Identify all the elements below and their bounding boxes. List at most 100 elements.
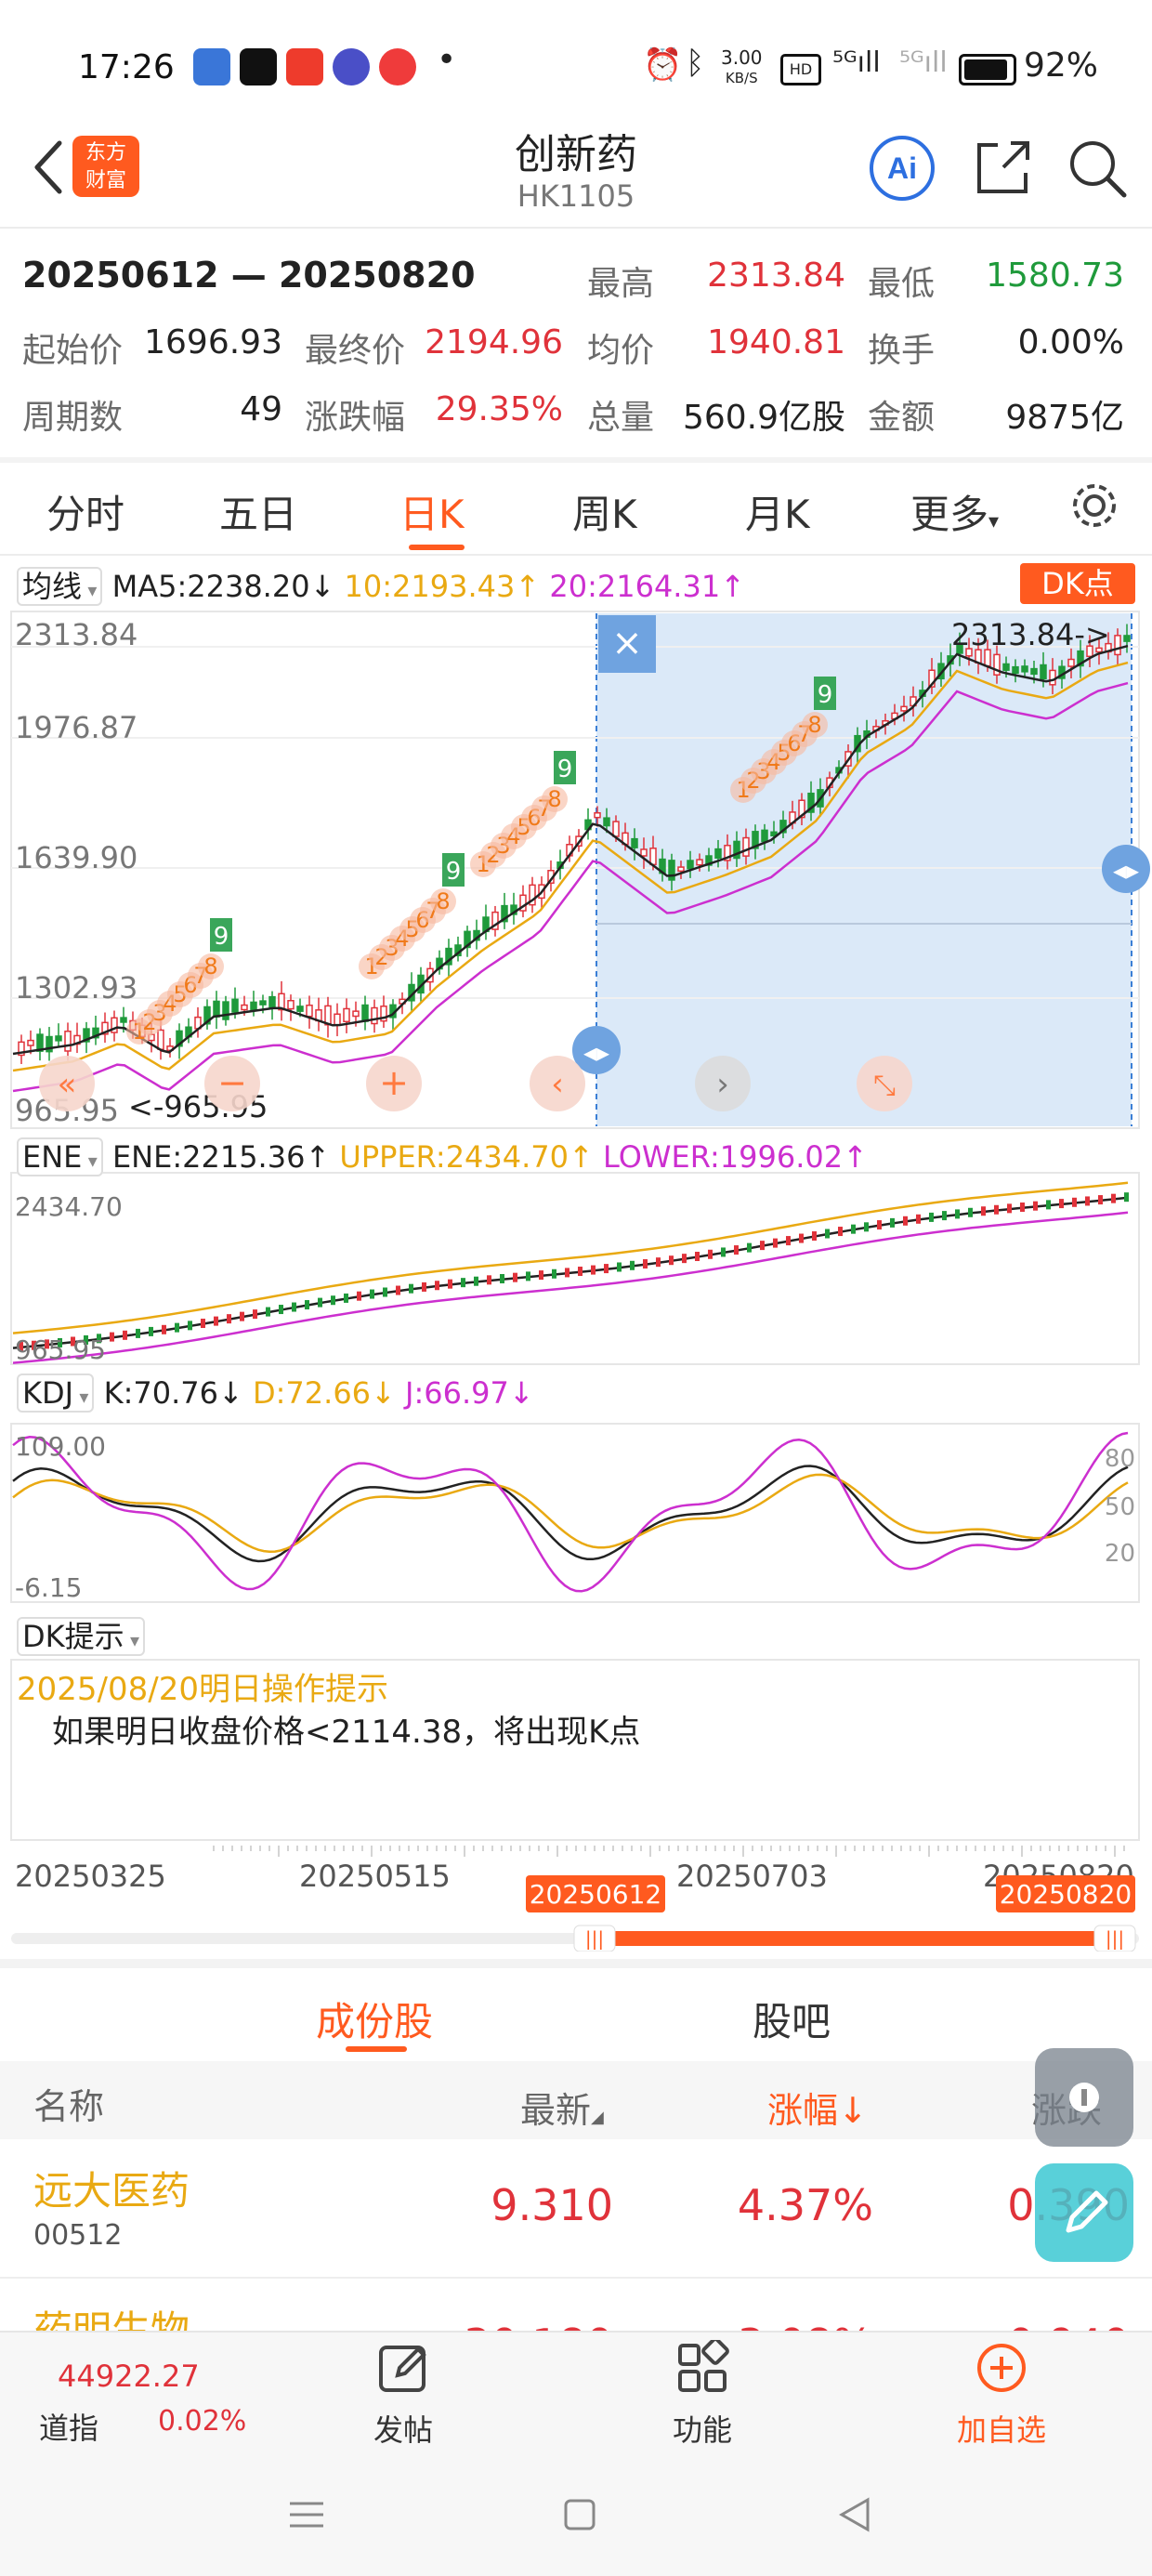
stock-code: 00512 (33, 2219, 123, 2252)
candle-body (361, 1004, 369, 1022)
candle-body (380, 1005, 387, 1022)
index-ticker[interactable]: 44922.27 道指 0.02% (19, 2344, 297, 2446)
ene-selector[interactable]: ENE ▾ (17, 1137, 103, 1176)
table-row[interactable]: 远大医药 00512 9.310 4.37% 0.390 (0, 2139, 1152, 2279)
ene-indicator-bar: ENE ▾ ENE:2215.36↑ UPPER:2434.70↑ LOWER:… (17, 1137, 868, 1176)
tab-more-label: 更多 (910, 492, 989, 537)
ene-lines-group (12, 1181, 1129, 1364)
dk-hint-frame (10, 1659, 1140, 1841)
candle-body (501, 904, 508, 923)
candle-body (752, 831, 759, 849)
search-button[interactable] (1065, 136, 1130, 201)
ene-candle (123, 1330, 127, 1340)
ene-candle (682, 1254, 687, 1264)
ma5-line (12, 644, 1129, 1056)
tab-monthly-k[interactable]: 月K (745, 492, 810, 537)
selection-left-handle[interactable]: ◂▸ (572, 1026, 621, 1074)
kdj-selector[interactable]: KDJ ▾ (17, 1373, 95, 1413)
tab-weekly-k[interactable]: 周K (572, 492, 637, 537)
kdj-lines-group (12, 1431, 1129, 1593)
selection-right-handle[interactable]: ◂▸ (1102, 845, 1150, 893)
td-nine-bg (442, 853, 465, 887)
zoom-minus-button[interactable]: − (204, 1056, 260, 1111)
tab-more[interactable]: 更多▾ (910, 483, 999, 540)
ene-candle (136, 1328, 140, 1338)
tab-constituents[interactable]: 成份股 (316, 1999, 434, 2044)
tab-daily-k[interactable]: 日K (399, 492, 465, 537)
tab-five-day[interactable]: 五日 (219, 492, 298, 537)
up-arrow-icon: ↑ (843, 1139, 868, 1175)
candle-body (631, 837, 638, 848)
float-edit-button[interactable] (1035, 2163, 1133, 2262)
selection-area (596, 613, 1132, 1126)
candle-body (649, 848, 657, 866)
col-change-pct[interactable]: 涨幅↓ (767, 2082, 868, 2133)
candle-body (176, 1030, 183, 1047)
add-watchlist-button[interactable]: 加自选 (927, 2334, 1076, 2448)
back-nav-button[interactable] (836, 2496, 873, 2533)
function-button[interactable]: 功能 (628, 2334, 777, 2448)
amount-value: 9875亿 (1005, 399, 1124, 437)
dropdown-caret-icon: ▾ (73, 1386, 89, 1408)
range-start-handle[interactable] (573, 1925, 616, 1952)
net-speed-value: 3.00 (721, 46, 763, 69)
table-row[interactable]: 药明生物 30.180 3.08% 0.940 (0, 2279, 1152, 2333)
back-triangle-icon (838, 2497, 870, 2532)
range-end-handle[interactable] (1093, 1925, 1136, 1952)
col-name[interactable]: 名称 (33, 2086, 105, 2127)
expand-icon: ⤡ (873, 1070, 896, 1102)
ma-lines-group (12, 644, 1129, 1093)
zoom-plus-button[interactable]: + (366, 1056, 422, 1111)
dk-hint-date: 2025/08/20明日操作提示 (17, 1671, 388, 1708)
status-time: 17:26 (78, 48, 175, 86)
col-latest[interactable]: 最新◢ (520, 2082, 604, 2133)
ene-candle (747, 1242, 752, 1253)
tab-intraday[interactable]: 分时 (46, 492, 125, 537)
candle-body (92, 1027, 99, 1039)
kdj-y-top: 109.00 (15, 1431, 106, 1462)
add-watchlist-label: 加自选 (956, 2412, 1046, 2448)
date-label-2: 20250703 (676, 1859, 828, 1894)
index-value: 44922.27 (58, 2359, 200, 2394)
float-info-button[interactable] (1035, 2048, 1133, 2147)
back-button[interactable] (20, 130, 76, 204)
fullscreen-button[interactable]: ⤡ (857, 1056, 912, 1111)
ene-candle (942, 1211, 947, 1221)
range-end-badge (996, 1875, 1135, 1912)
close-selection-button[interactable]: × (598, 615, 656, 673)
avg-price-value: 1940.81 (707, 323, 845, 361)
ene-candle (214, 1316, 218, 1326)
scroll-left-button[interactable]: ‹ (530, 1056, 585, 1111)
dk-hint-selector[interactable]: DK提示 ▾ (17, 1617, 146, 1656)
volume-label: 总量 (587, 399, 655, 437)
post-button[interactable]: 发帖 (329, 2334, 478, 2448)
dk-point-button[interactable]: DK点 (1020, 563, 1135, 604)
drag-handle-icon: ◂▸ (583, 1037, 609, 1068)
ene-upper-value: UPPER:2434.70 (339, 1139, 569, 1175)
share-button[interactable] (970, 136, 1035, 201)
candle-body (761, 829, 768, 843)
ene-candle (617, 1262, 622, 1272)
range-start-badge (526, 1875, 665, 1912)
tab-stock-forum[interactable]: 股吧 (753, 1999, 831, 2044)
candle-body (334, 1013, 341, 1026)
ma-selector[interactable]: 均线 ▾ (17, 567, 103, 606)
stock-name: 远大医药 (33, 2168, 190, 2214)
ai-assistant-button[interactable]: Ai (868, 134, 936, 203)
info-icon (1069, 2083, 1099, 2112)
ene-candle (175, 1322, 179, 1333)
start-price-label: 起始价 (22, 332, 124, 370)
candle-body (1002, 663, 1010, 671)
ene-selector-label: ENE (22, 1139, 83, 1175)
scroll-right-button[interactable]: › (695, 1056, 751, 1111)
menu-nav-button[interactable] (288, 2496, 325, 2533)
td-nine-marker: 9 (818, 681, 833, 709)
zoom-out-button[interactable]: « (39, 1056, 95, 1111)
ene-candle (227, 1314, 231, 1324)
end-price-value: 2194.96 (425, 323, 563, 361)
chart-settings-button[interactable] (1068, 480, 1120, 532)
home-nav-button[interactable] (563, 2498, 596, 2531)
ene-candle (877, 1220, 882, 1230)
kdj-k-line (12, 1465, 1129, 1563)
